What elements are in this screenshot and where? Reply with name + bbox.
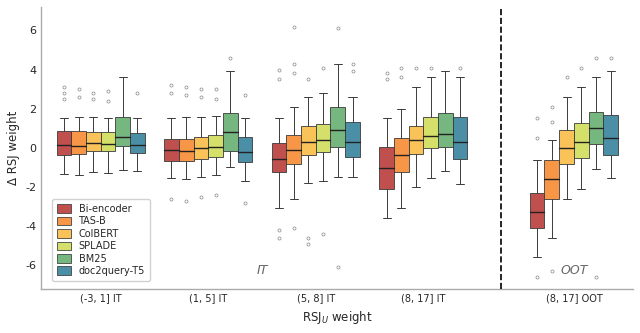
Bar	[530, 193, 545, 228]
Bar	[179, 139, 193, 162]
Bar	[423, 118, 438, 148]
Bar	[574, 123, 589, 158]
Bar	[193, 137, 208, 159]
Bar	[438, 113, 452, 147]
Bar	[330, 107, 345, 147]
Bar	[130, 133, 145, 153]
Bar	[164, 139, 179, 161]
Bar	[56, 131, 71, 155]
X-axis label: RSJ$_U$ weight: RSJ$_U$ weight	[302, 309, 372, 326]
Legend: Bi-encoder, TAS-B, ColBERT, SPLADE, BM25, doc2query-T5: Bi-encoder, TAS-B, ColBERT, SPLADE, BM25…	[52, 199, 150, 281]
Bar	[559, 130, 574, 165]
Bar	[589, 112, 604, 144]
Bar	[100, 132, 115, 151]
Bar	[604, 115, 618, 155]
Bar	[271, 143, 286, 172]
Bar	[71, 131, 86, 154]
Bar	[223, 113, 237, 151]
Bar	[316, 124, 330, 152]
Bar	[301, 126, 316, 155]
Bar	[345, 122, 360, 157]
Text: OOT: OOT	[560, 264, 588, 277]
Bar	[286, 135, 301, 165]
Bar	[380, 147, 394, 189]
Bar	[545, 160, 559, 199]
Bar	[115, 118, 130, 146]
Bar	[237, 137, 252, 163]
Text: IT: IT	[256, 264, 268, 277]
Bar	[394, 138, 408, 172]
Bar	[408, 126, 423, 154]
Bar	[86, 132, 100, 151]
Bar	[452, 118, 467, 159]
Y-axis label: Δ RSJ weight: Δ RSJ weight	[7, 111, 20, 185]
Bar	[208, 135, 223, 157]
